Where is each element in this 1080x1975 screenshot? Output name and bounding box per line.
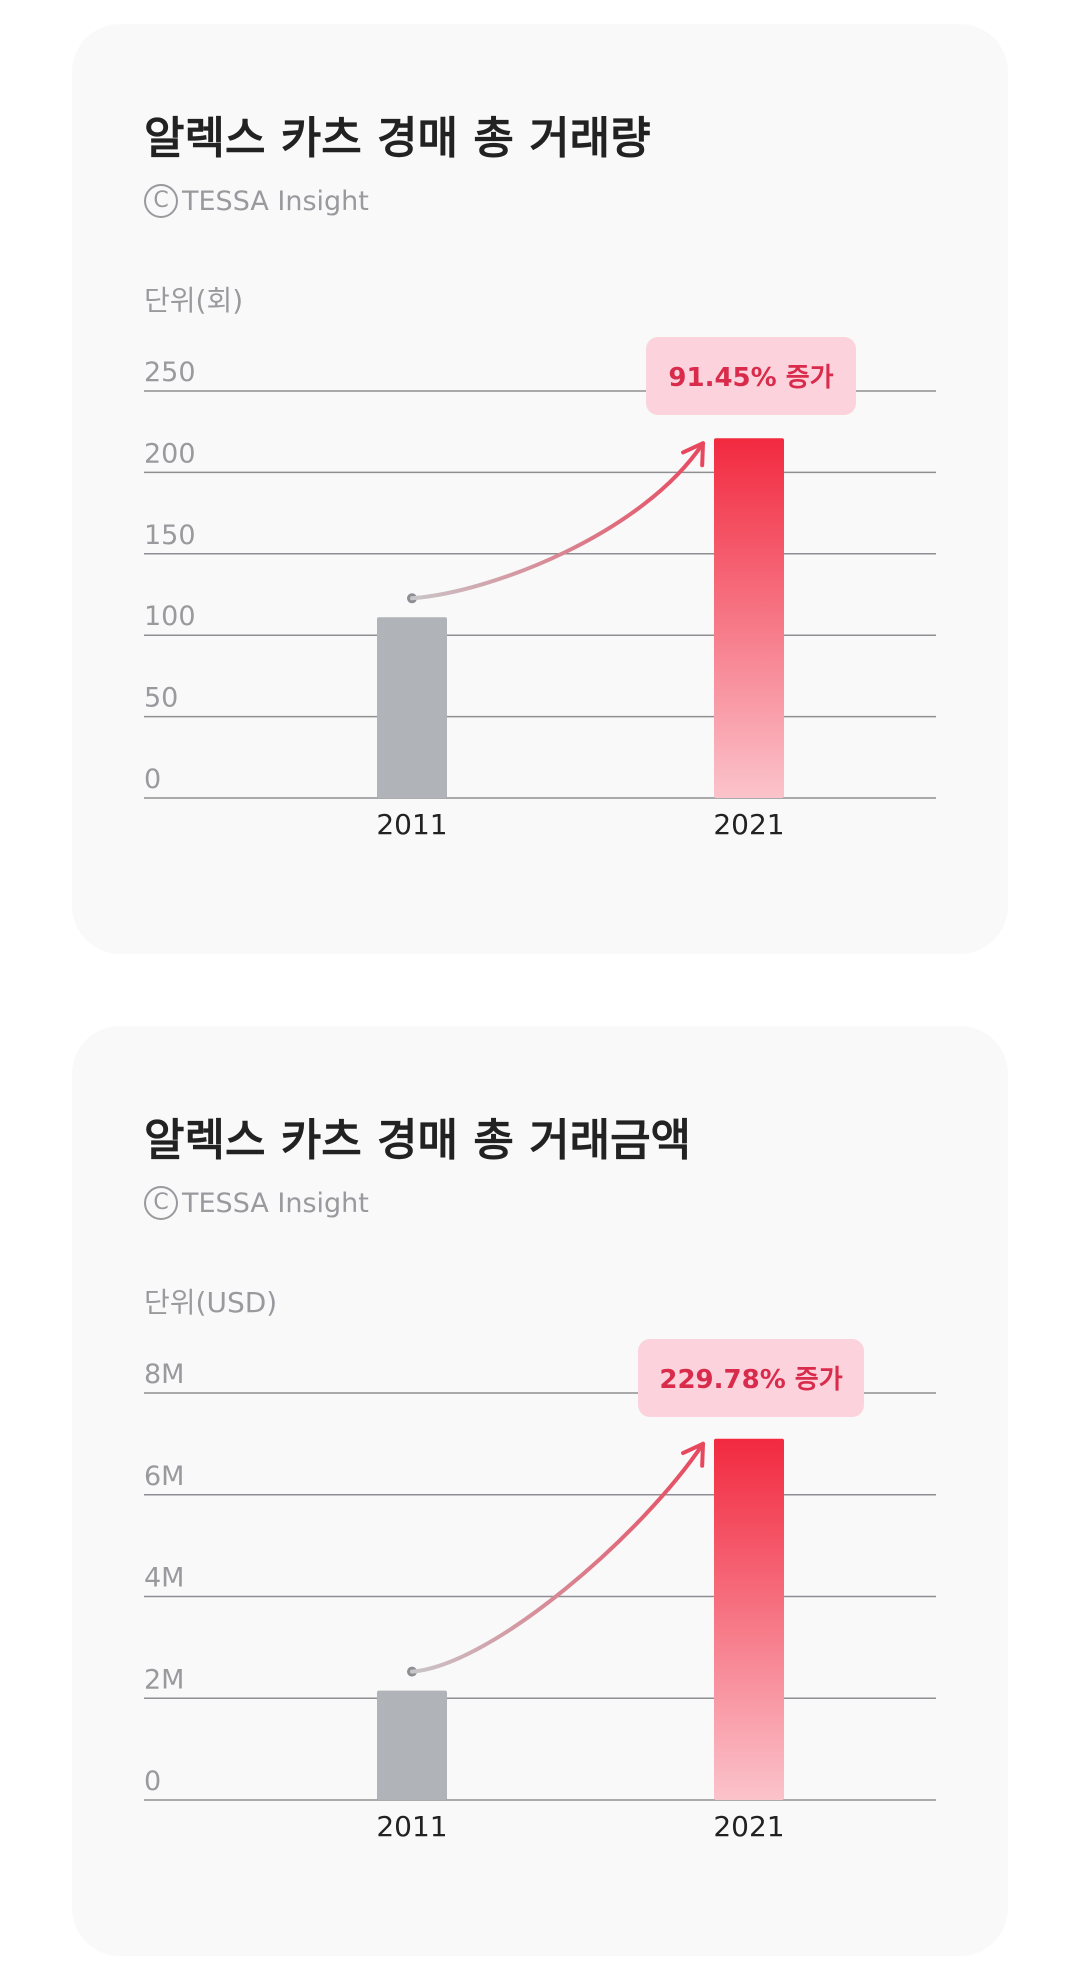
x-category-label: 2021	[713, 808, 784, 841]
trade-amount-chart-card: 알렉스 카츠 경매 총 거래금액 C TESSA Insight 단위(USD)…	[72, 1026, 1008, 1956]
chart-title: 알렉스 카츠 경매 총 거래량	[144, 113, 651, 164]
growth-badge-label: 91.45% 증가	[668, 363, 833, 393]
y-tick-label: 200	[144, 438, 196, 469]
trade-volume-chart: 0 50 100 150 200 250 2011 2021 91.45% 증가	[144, 337, 936, 841]
copyright-icon: C	[144, 1186, 178, 1220]
growth-badge	[638, 1339, 864, 1417]
trade-amount-chart: 0 2M 4M 6M 8M 2011 2021 229.78% 증가	[144, 1339, 936, 1843]
bar-2021	[714, 1438, 784, 1800]
y-tick-label: 8M	[144, 1359, 184, 1390]
y-tick-label: 150	[144, 520, 196, 551]
arrow-head-icon	[681, 441, 705, 468]
y-tick-label: 100	[144, 601, 196, 632]
y-tick-label: 0	[144, 1766, 161, 1797]
arrow-head-icon	[681, 1441, 705, 1468]
bar-2011	[377, 1690, 447, 1800]
x-category-label: 2021	[713, 1810, 784, 1843]
curved-arrow-icon	[410, 1441, 705, 1674]
chart-source-label: TESSA Insight	[182, 1187, 369, 1219]
trade-volume-chart-card: 알렉스 카츠 경매 총 거래량 C TESSA Insight 단위(회) 0 5…	[72, 24, 1008, 954]
chart-title: 알렉스 카츠 경매 총 거래금액	[144, 1115, 692, 1166]
y-tick-label: 6M	[144, 1461, 184, 1492]
y-tick-label: 0	[144, 764, 161, 795]
growth-badge	[646, 337, 856, 415]
chart-source: C TESSA Insight	[144, 1186, 369, 1220]
chart-source-label: TESSA Insight	[182, 185, 369, 217]
y-tick-label: 250	[144, 357, 196, 388]
y-tick-label: 4M	[144, 1563, 184, 1594]
chart-unit-label: 단위(회)	[144, 284, 244, 317]
copyright-icon: C	[144, 184, 178, 218]
y-tick-label: 50	[144, 683, 178, 714]
curved-arrow-icon	[410, 441, 705, 601]
growth-badge-label: 229.78% 증가	[659, 1365, 842, 1395]
chart-source: C TESSA Insight	[144, 184, 369, 218]
x-category-label: 2011	[376, 808, 447, 841]
bar-2011	[377, 617, 447, 798]
bar-2021	[714, 438, 784, 798]
y-tick-label: 2M	[144, 1664, 184, 1695]
chart-unit-label: 단위(USD)	[144, 1286, 278, 1319]
x-category-label: 2011	[376, 1810, 447, 1843]
